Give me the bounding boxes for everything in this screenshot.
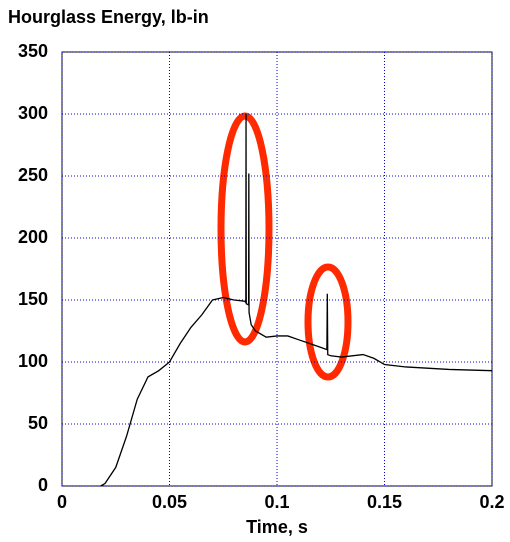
y-tick-label: 50: [28, 413, 48, 433]
y-tick-label: 300: [18, 103, 48, 123]
y-tick-label: 250: [18, 165, 48, 185]
chart-title: Hourglass Energy, lb-in: [8, 7, 209, 27]
y-tick-label: 0: [38, 475, 48, 495]
data-line: [100, 113, 493, 487]
y-tick-label: 200: [18, 227, 48, 247]
x-tick-label: 0.2: [479, 492, 504, 512]
x-axis-label: Time, s: [246, 517, 308, 537]
x-tick-label: 0.05: [152, 492, 187, 512]
y-tick-label: 150: [18, 289, 48, 309]
y-tick-label: 350: [18, 41, 48, 61]
x-tick-label: 0: [57, 492, 67, 512]
x-tick-label: 0.15: [367, 492, 402, 512]
y-tick-label: 100: [18, 351, 48, 371]
highlight-ellipse: [304, 263, 352, 381]
highlight-ellipse: [217, 112, 273, 346]
x-tick-label: 0.1: [264, 492, 289, 512]
